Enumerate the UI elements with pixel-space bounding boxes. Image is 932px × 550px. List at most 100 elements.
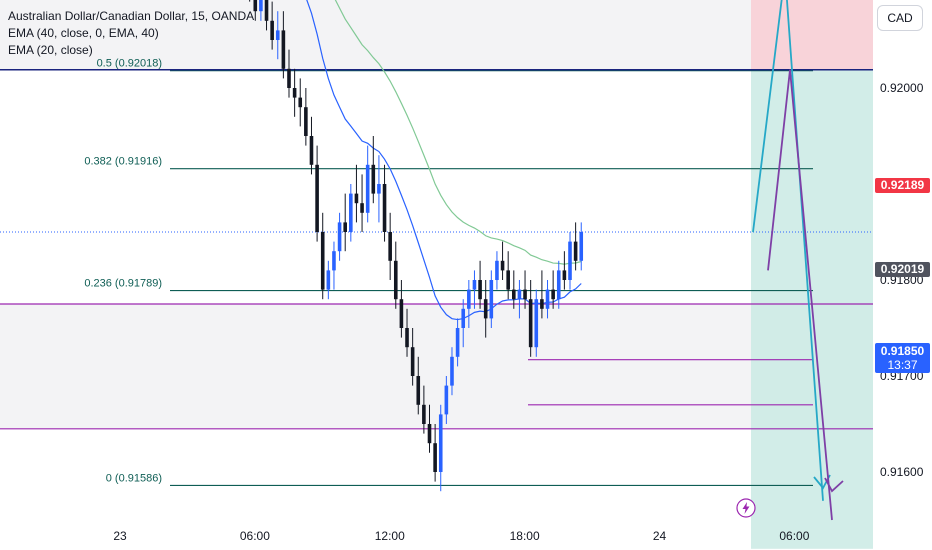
candle-body — [422, 404, 426, 424]
candle-58 — [332, 241, 336, 290]
candle-89 — [506, 251, 510, 300]
candle-82 — [467, 280, 471, 328]
time-tick-5: 06:00 — [779, 529, 809, 543]
candle-body — [320, 232, 325, 290]
candle-61 — [349, 184, 353, 242]
legend-symbol: Australian Dollar/Canadian Dollar, 15, O… — [8, 9, 255, 23]
stop-loss-zone — [751, 0, 873, 70]
candle-94 — [534, 289, 539, 357]
candle-48 — [275, 11, 280, 60]
candle-body — [528, 299, 533, 348]
candle-body — [450, 356, 454, 386]
candle-100 — [568, 232, 572, 290]
candle-101 — [573, 222, 578, 271]
candle-63 — [360, 174, 364, 232]
candle-body — [489, 280, 494, 319]
candle-body — [332, 251, 336, 271]
last-price-value: 0.91850 — [880, 344, 925, 358]
candle-73 — [416, 356, 421, 415]
candle-body — [545, 289, 550, 309]
price-tag-stop: 0.92189 — [875, 178, 930, 193]
ema40-line — [334, 0, 582, 265]
candle-body — [444, 385, 449, 415]
candle-body — [377, 184, 381, 194]
fib-label-3: 0.382 (0.91916) — [84, 156, 162, 168]
candle-72 — [410, 328, 415, 386]
candle-83 — [472, 270, 477, 309]
candle-44 — [253, 0, 258, 21]
candle-body — [270, 20, 274, 40]
candle-body — [551, 289, 555, 300]
candle-body — [562, 270, 567, 280]
candle-body — [287, 68, 291, 88]
candle-93 — [528, 280, 533, 357]
candle-body — [343, 222, 347, 232]
candle-81 — [461, 299, 466, 348]
candle-body — [534, 299, 539, 348]
candle-body — [455, 328, 460, 357]
candle-75 — [427, 404, 432, 453]
candle-99 — [562, 251, 567, 290]
candle-body — [360, 203, 364, 213]
candle-body — [472, 280, 477, 290]
candle-64 — [365, 145, 370, 223]
candle-102 — [579, 222, 584, 271]
candle-body — [393, 260, 398, 300]
candle-90 — [512, 270, 516, 309]
candle-body — [337, 222, 342, 252]
price-tag-last: 0.91850 13:37 — [875, 343, 930, 373]
candle-body — [512, 289, 516, 300]
legend-ema20: EMA (20, close) — [8, 43, 93, 57]
candle-79 — [450, 347, 454, 396]
lightning-icon[interactable] — [736, 498, 756, 518]
countdown-value: 13:37 — [887, 358, 918, 372]
candle-body — [573, 241, 578, 261]
arrow-head-purple — [824, 477, 844, 493]
candle-body — [275, 30, 280, 40]
candle-84 — [478, 260, 482, 309]
candle-body — [427, 424, 432, 444]
candle-95 — [540, 270, 544, 319]
candle-body — [315, 164, 319, 232]
candle-74 — [422, 385, 426, 434]
candle-body — [349, 193, 353, 232]
price-tick-9: 0.91600 — [880, 465, 924, 479]
candle-body — [506, 270, 510, 290]
fib-zone-0 — [0, 0, 873, 70]
candle-80 — [455, 318, 460, 367]
candle-body — [556, 270, 561, 300]
candles-layer — [249, 0, 584, 492]
candle-86 — [489, 270, 494, 328]
candle-body — [483, 299, 488, 319]
time-tick-2: 12:00 — [375, 529, 405, 543]
candle-body — [304, 107, 308, 136]
currency-button[interactable]: CAD — [877, 5, 923, 31]
candle-body — [478, 280, 482, 300]
candle-body — [523, 289, 527, 300]
candle-body — [579, 232, 584, 261]
candle-body — [365, 164, 370, 213]
candle-87 — [495, 251, 499, 290]
candle-77 — [438, 404, 443, 492]
candle-88 — [500, 241, 505, 280]
fib-label-5: 0 (0.91586) — [106, 472, 162, 484]
candle-56 — [320, 212, 325, 300]
candle-49 — [281, 11, 286, 79]
candle-98 — [556, 260, 561, 309]
candle-66 — [377, 155, 381, 223]
candle-body — [500, 260, 505, 271]
candle-60 — [343, 193, 347, 252]
candle-body — [517, 289, 522, 300]
fib-label-2: 0.5 (0.92018) — [97, 58, 162, 70]
candle-body — [292, 88, 297, 98]
zones-layer — [0, 0, 873, 549]
candle-71 — [405, 308, 409, 357]
candle-92 — [523, 270, 527, 309]
fib-label-4: 0.236 (0.91789) — [84, 278, 162, 290]
candle-body — [438, 414, 443, 472]
candle-body — [259, 0, 263, 12]
candle-55 — [315, 145, 319, 242]
candle-52 — [298, 78, 303, 127]
candle-53 — [304, 88, 308, 146]
